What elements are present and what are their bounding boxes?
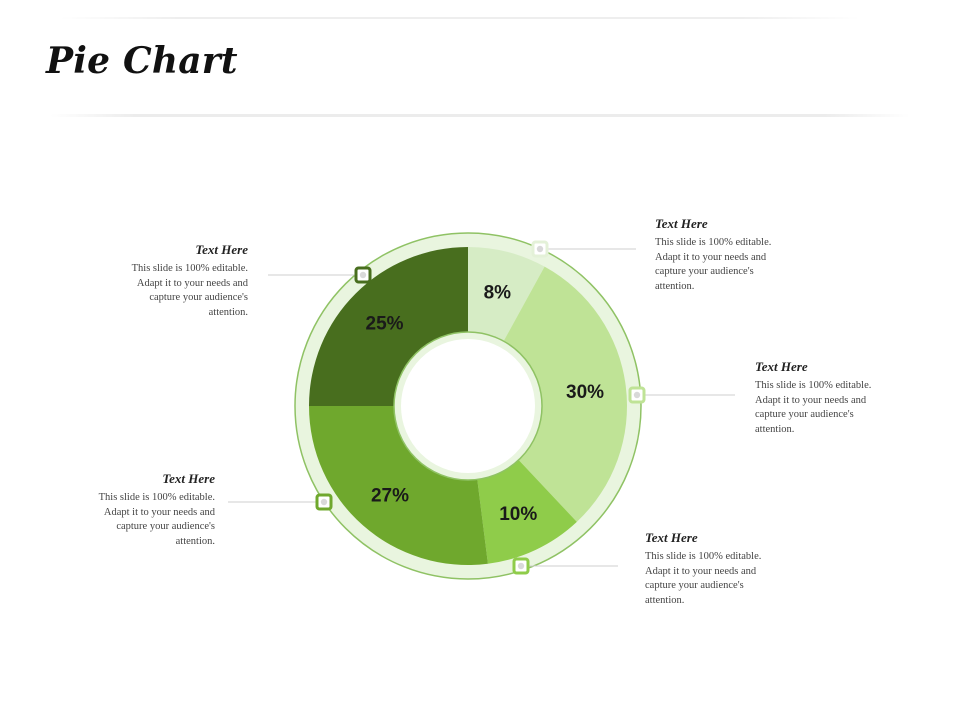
callout-top-right: Text Here This slide is 100% editable. A… bbox=[655, 216, 777, 294]
callout-middle-right: Text Here This slide is 100% editable. A… bbox=[755, 359, 877, 437]
callout-top-left: Text Here This slide is 100% editable. A… bbox=[126, 242, 248, 320]
callout-marker-dot bbox=[517, 562, 525, 570]
top-divider bbox=[60, 17, 860, 19]
donut-slice bbox=[309, 247, 468, 406]
callout-title: Text Here bbox=[195, 242, 248, 257]
callout-body: This slide is 100% editable. Adapt it to… bbox=[131, 263, 248, 318]
donut-slice bbox=[503, 266, 627, 522]
callout-title: Text Here bbox=[162, 471, 215, 486]
callout-bottom-left: Text Here This slide is 100% editable. A… bbox=[93, 471, 215, 549]
callout-body: This slide is 100% editable. Adapt it to… bbox=[98, 492, 215, 547]
callout-title: Text Here bbox=[655, 216, 708, 231]
title-divider bbox=[50, 114, 910, 117]
donut-slice bbox=[309, 406, 488, 565]
callout-bottom-right: Text Here This slide is 100% editable. A… bbox=[645, 530, 767, 608]
donut-slice bbox=[468, 247, 545, 343]
slice-value-label: 27% bbox=[371, 486, 409, 507]
donut-hole bbox=[401, 339, 535, 473]
donut-slice bbox=[477, 459, 577, 564]
callout-body: This slide is 100% editable. Adapt it to… bbox=[655, 237, 772, 292]
callout-body: This slide is 100% editable. Adapt it to… bbox=[645, 551, 762, 606]
callout-body: This slide is 100% editable. Adapt it to… bbox=[755, 380, 872, 435]
callout-title: Text Here bbox=[755, 359, 808, 374]
slice-value-label: 8% bbox=[484, 283, 512, 304]
page-title: Pie Chart bbox=[46, 40, 238, 82]
callout-title: Text Here bbox=[645, 530, 698, 545]
callout-marker-dot bbox=[633, 391, 641, 399]
slice-value-label: 30% bbox=[566, 382, 604, 403]
callout-marker-dot bbox=[359, 271, 367, 279]
slice-value-label: 25% bbox=[366, 314, 404, 335]
callout-marker-dot bbox=[320, 498, 328, 506]
slice-value-label: 10% bbox=[499, 504, 537, 525]
callout-marker-dot bbox=[536, 245, 544, 253]
